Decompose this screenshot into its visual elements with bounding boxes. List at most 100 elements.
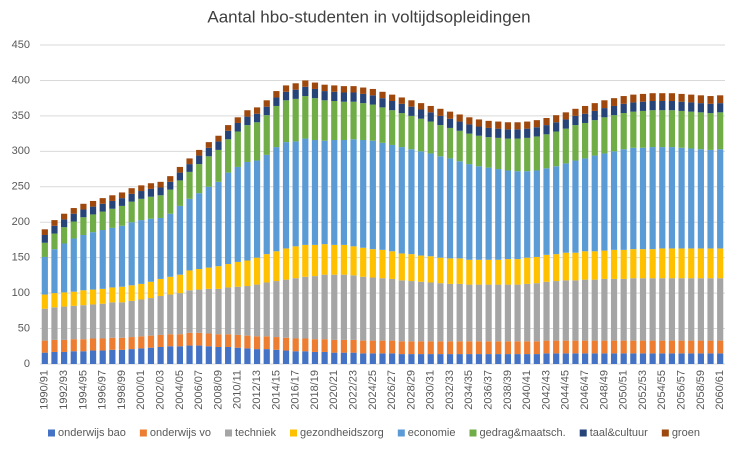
bar-segment — [601, 100, 608, 109]
bar-segment — [543, 353, 550, 364]
bar-segment — [350, 92, 357, 102]
bar-segment — [553, 340, 560, 354]
bar-segment — [620, 353, 627, 364]
x-tick-label: 2034/35 — [463, 370, 475, 410]
x-tick-label: 2060/61 — [714, 370, 726, 410]
bar-segment — [427, 105, 434, 113]
bar-segment — [659, 101, 666, 111]
bar-segment — [717, 353, 724, 364]
bar-segment — [109, 200, 116, 209]
bar-segment — [321, 339, 328, 352]
bar-segment — [446, 127, 454, 159]
x-tick-label: 2046/47 — [579, 370, 591, 410]
bar-segment — [456, 354, 463, 364]
bar-segment — [398, 253, 405, 281]
bar-segment — [167, 294, 174, 335]
bar-segment — [61, 227, 68, 244]
bar-segment — [514, 284, 521, 342]
bar-segment — [340, 274, 348, 340]
bar-segment — [205, 346, 212, 364]
bar-segment — [620, 96, 627, 104]
bar-segment — [514, 122, 521, 130]
bar-segment — [678, 110, 685, 148]
bar-segment — [524, 121, 531, 129]
legend-swatch — [139, 429, 147, 437]
bar-segment — [524, 283, 531, 342]
bar-segment — [678, 278, 685, 341]
x-tick-label: 2056/57 — [675, 370, 687, 410]
bar-segment — [138, 336, 145, 349]
bar-segment — [524, 341, 531, 355]
bar-segment — [70, 208, 77, 214]
bar-segment — [485, 167, 492, 260]
bar-segment — [234, 117, 241, 123]
bar-segment — [446, 111, 454, 119]
bar-segment — [562, 119, 569, 129]
bar-segment — [610, 340, 618, 354]
bar-segment — [360, 139, 367, 248]
bar-segment — [408, 341, 415, 355]
bar-segment — [639, 340, 647, 354]
bar-segment — [678, 353, 685, 364]
legend-label: techniek — [235, 427, 276, 439]
bar-segment — [215, 181, 222, 267]
bar-segment — [630, 102, 637, 112]
bar-segment — [167, 181, 174, 190]
x-tick-label: 2026/27 — [386, 370, 398, 410]
bar-segment — [408, 254, 415, 282]
bar-segment — [466, 117, 473, 125]
bar-segment — [282, 337, 290, 351]
bar-segment — [437, 115, 444, 126]
legend-swatch — [661, 429, 669, 437]
bar-segment — [176, 346, 183, 364]
bar-segment — [446, 158, 454, 259]
bar-segment — [176, 293, 183, 335]
bar-segment — [118, 192, 126, 199]
bar-segment — [475, 126, 483, 136]
bar-segment — [311, 276, 319, 340]
bar-segment — [659, 248, 666, 279]
bar-segment — [369, 277, 376, 341]
bar-segment — [697, 95, 704, 104]
bar-segment — [475, 166, 483, 260]
bar-segment — [350, 352, 357, 364]
bar-segment — [427, 256, 434, 283]
bar-segment — [533, 136, 540, 171]
bar-segment — [504, 122, 512, 130]
x-tick-label: 2050/51 — [618, 370, 630, 410]
bar-segment — [514, 171, 521, 260]
bar-segment — [495, 259, 502, 285]
bar-segment — [543, 340, 550, 354]
bar-segment — [225, 139, 232, 173]
bar-segment — [601, 353, 608, 364]
bar-segment — [668, 278, 676, 341]
bar-segment — [321, 274, 328, 340]
bar-segment — [485, 341, 492, 355]
x-tick-label: 2002/03 — [155, 370, 167, 410]
bar-segment — [41, 340, 48, 353]
bar-segment — [514, 138, 521, 172]
y-tick-label: 50 — [18, 322, 30, 334]
bar-segment — [321, 140, 328, 245]
bar-segment — [582, 353, 589, 364]
x-tick-label: 2016/17 — [290, 370, 302, 410]
x-tick-label: 2058/59 — [695, 370, 707, 410]
bar-segment — [591, 110, 598, 121]
bar-segment — [147, 196, 155, 219]
bar-segment — [437, 125, 444, 157]
bar-segment — [302, 351, 309, 364]
bar-segment — [475, 135, 483, 167]
legend-label: economie — [408, 427, 456, 439]
bar-segment — [321, 91, 328, 101]
bar-segment — [225, 264, 232, 288]
y-tick-label: 200 — [12, 216, 30, 228]
legend-label: gezondheidszorg — [300, 427, 384, 439]
bar-segment — [707, 353, 714, 364]
bar-segment — [263, 106, 270, 116]
bar-segment — [99, 338, 106, 351]
bar-segment — [51, 293, 58, 308]
x-tick-label: 2030/31 — [425, 370, 437, 410]
bar-segment — [292, 98, 299, 142]
bar-segment — [234, 286, 241, 335]
x-tick-label: 2008/09 — [212, 370, 224, 410]
